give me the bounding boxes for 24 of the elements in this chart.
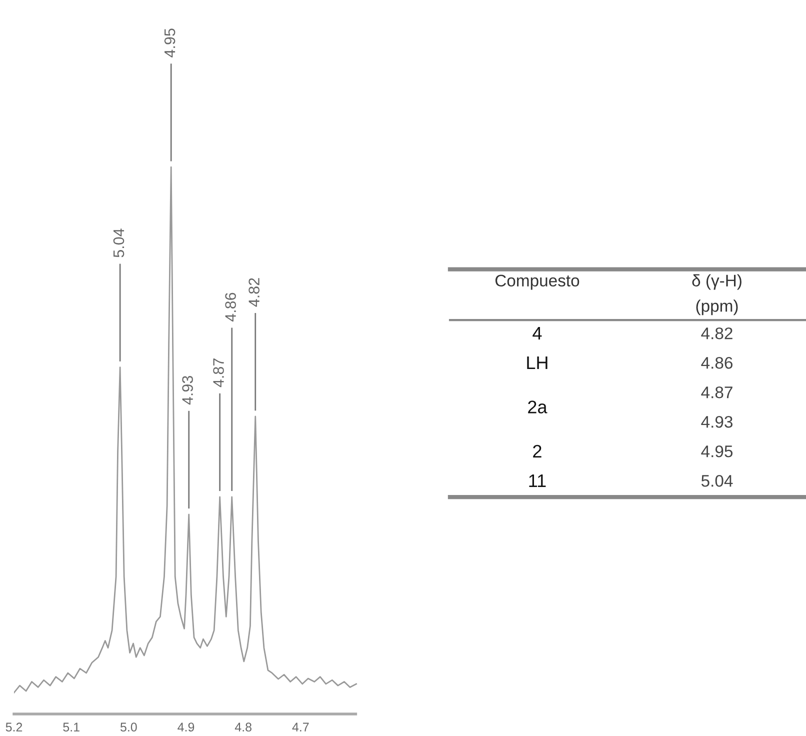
x-tick-label: 4.7	[292, 722, 309, 732]
text: 4.95	[701, 445, 733, 458]
annotation: 4.95	[164, 28, 176, 58]
x-tick-label: 4.8	[234, 722, 252, 732]
text: 4.86	[701, 356, 732, 369]
x-tick-label: 5.1	[63, 722, 80, 732]
x-tick-label: 5.0	[120, 722, 137, 732]
annotation: 4.87	[213, 358, 224, 388]
annotation: 4.86	[225, 292, 236, 322]
annotation: 5.04	[113, 228, 124, 258]
text: 4.87 4.93	[701, 386, 732, 428]
annotation: 4.82	[248, 278, 260, 307]
text: 4	[532, 327, 542, 340]
text: δ (γ-H) (ppm)	[692, 274, 742, 316]
text: LH	[527, 356, 548, 369]
text: Compuesto	[495, 274, 580, 290]
x-tick-label: 4.9	[178, 722, 194, 732]
text: 11	[529, 474, 546, 487]
x-tick-label: 5.2	[6, 722, 22, 732]
text: 2a	[528, 400, 548, 414]
text: 2	[533, 444, 542, 458]
text: 5.04	[701, 474, 733, 487]
annotation: 4.93	[182, 376, 193, 405]
text: 4.82	[701, 327, 732, 340]
